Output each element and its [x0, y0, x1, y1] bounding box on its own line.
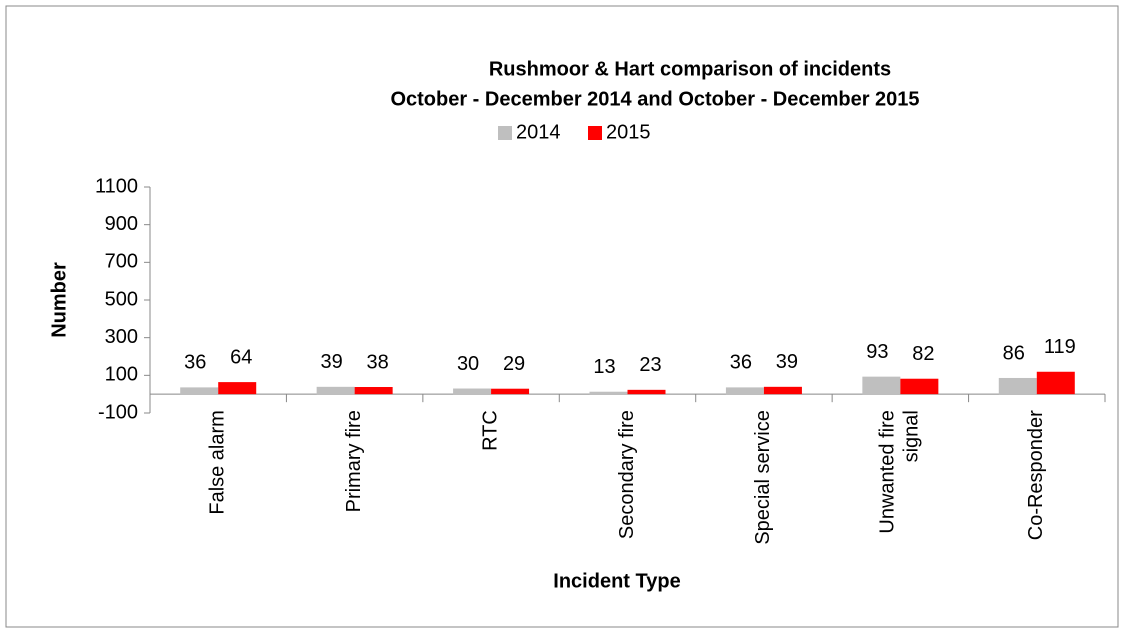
data-label: 13 [593, 356, 615, 378]
data-label: 23 [639, 354, 661, 376]
chart-title: Rushmoor & Hart comparison of incidents [489, 58, 891, 80]
data-label: 86 [1003, 342, 1025, 364]
legend-swatch [498, 126, 512, 140]
bar [1036, 371, 1075, 395]
data-label: 93 [866, 341, 888, 363]
y-tick-label: 1100 [95, 175, 138, 197]
bar [180, 387, 219, 395]
y-tick-label: -100 [98, 401, 138, 423]
x-tick-label: Co-Responder [1025, 410, 1047, 540]
bar [316, 386, 355, 395]
y-tick-label: 500 [105, 288, 138, 310]
data-label: 38 [367, 351, 389, 373]
bar [218, 382, 257, 395]
bar [627, 389, 666, 395]
y-axis-title: Number [48, 262, 70, 338]
legend-label: 2014 [516, 121, 561, 143]
x-tick-label: False alarm [206, 410, 228, 514]
bar [491, 388, 530, 395]
bar [900, 378, 939, 395]
y-tick-label: 700 [105, 251, 138, 273]
x-axis-title: Incident Type [553, 570, 680, 592]
data-label: 29 [503, 353, 525, 375]
x-tick-label: Special service [752, 410, 774, 545]
y-tick-label: 900 [105, 213, 138, 235]
data-label: 30 [457, 353, 479, 375]
bar [354, 387, 393, 395]
y-tick-label: 100 [105, 364, 138, 386]
data-label: 36 [730, 352, 752, 374]
data-label: 36 [184, 352, 206, 374]
data-label: 39 [776, 351, 798, 373]
x-tick-label: RTC [479, 410, 501, 451]
x-tick-label: Unwanted fire signal [877, 410, 923, 533]
bar [725, 387, 764, 395]
chart-frame [5, 5, 1119, 628]
y-tick-label: 300 [105, 326, 138, 348]
x-tick-label: Primary fire [343, 410, 365, 512]
bar [453, 388, 492, 395]
chart-subtitle: October - December 2014 and October - De… [390, 88, 919, 110]
legend-swatch [588, 126, 602, 140]
x-tick-label: Secondary fire [616, 410, 638, 539]
bar [763, 386, 802, 395]
data-label: 39 [321, 351, 343, 373]
bar [862, 376, 901, 395]
bar [589, 391, 628, 395]
data-label: 119 [1044, 336, 1076, 358]
data-label: 82 [912, 343, 934, 365]
data-label: 64 [230, 346, 252, 368]
bar [998, 377, 1037, 395]
legend-label: 2015 [606, 121, 651, 143]
